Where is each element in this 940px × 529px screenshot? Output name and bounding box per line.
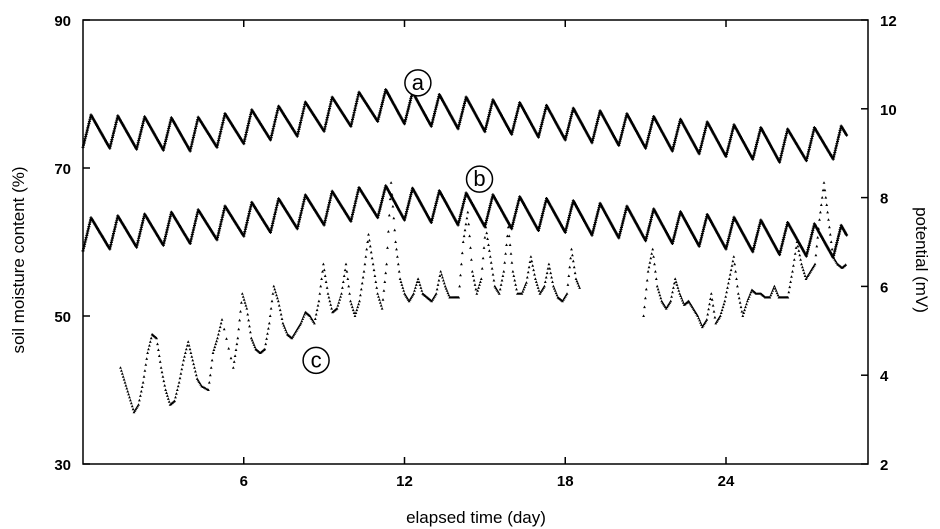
series-a-points <box>81 88 849 164</box>
annotation-label-c: c <box>311 347 322 372</box>
y-right-tick-label: 12 <box>880 13 897 30</box>
y-right-tick-label: 6 <box>880 279 888 296</box>
x-axis-title: elapsed time (day) <box>406 508 546 527</box>
plot-border <box>82 19 869 465</box>
series-a <box>81 88 849 164</box>
x-tick-label: 6 <box>240 473 248 490</box>
y-left-tick-label: 70 <box>54 161 71 178</box>
axis-ticks <box>83 19 868 465</box>
plot-frame <box>82 19 869 465</box>
annotation-label-b: b <box>473 166 485 191</box>
annotations: a b c <box>302 69 494 375</box>
y-axis-title-left: soil moisture content (%) <box>9 166 28 353</box>
x-tick-label: 18 <box>557 473 574 490</box>
annotation-circle-c <box>302 346 330 375</box>
series-b-points <box>81 184 849 259</box>
y-left-tick-label: 50 <box>54 309 71 326</box>
x-tick-label: 24 <box>718 473 735 490</box>
y-right-tick-label: 8 <box>880 191 888 208</box>
annotation-label-a: a <box>412 70 425 95</box>
y-right-tick-label: 4 <box>880 368 889 385</box>
annotation-circle-a <box>404 69 432 97</box>
series-b <box>81 184 849 259</box>
y-right-tick-label: 10 <box>880 102 897 119</box>
y-left-tick-label: 90 <box>54 13 71 30</box>
y-right-tick-label: 2 <box>880 457 888 474</box>
annotation-circle-b <box>465 165 494 193</box>
y-left-tick-label: 30 <box>54 457 71 474</box>
x-tick-label: 12 <box>396 473 413 490</box>
series-c-points <box>119 181 848 414</box>
series-c <box>119 181 848 414</box>
y-axis-title-right: potential (mV) <box>912 207 931 313</box>
